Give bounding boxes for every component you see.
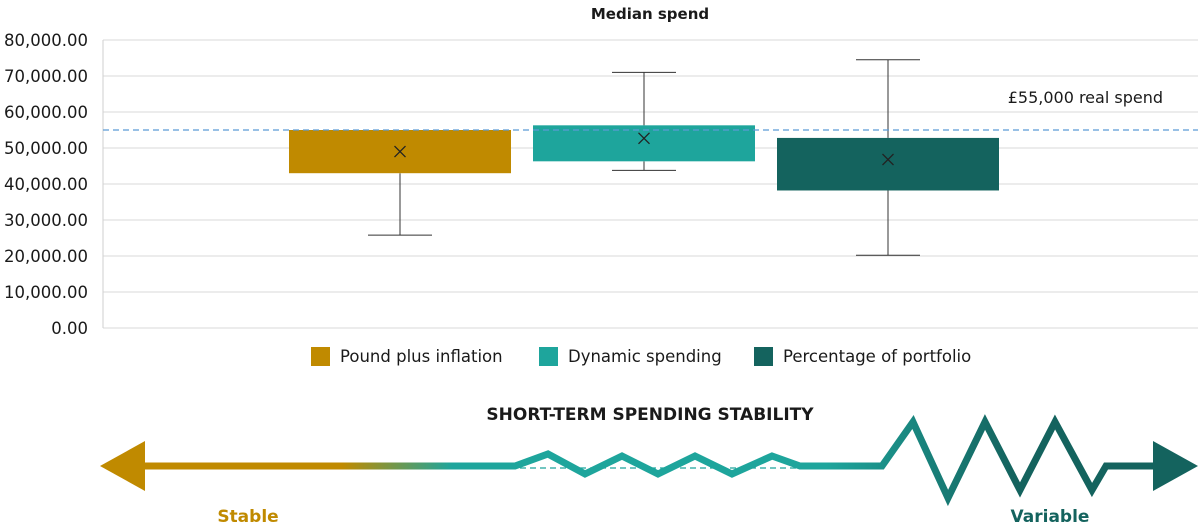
y-tick-label: 80,000.00 [4,31,88,50]
grid-lines [103,39,1198,329]
legend-swatch [311,347,330,366]
legend: Pound plus inflation Dynamic spending Perc… [311,347,971,366]
y-tick-label: 60,000.00 [4,103,88,122]
stability-zigzag-line [130,414,1158,507]
stable-arrowhead-icon [100,441,145,491]
mean-marker-icon [882,153,894,166]
box-pound-plus-inflation [289,130,511,236]
legend-swatch [539,347,558,366]
y-tick-label: 10,000.00 [4,283,88,302]
legend-swatch [754,347,773,366]
chart-title: Median spend [591,5,709,23]
legend-label: Pound plus inflation [340,347,503,366]
y-tick-label: 40,000.00 [4,175,88,194]
box-plots [289,59,999,256]
box-body [777,137,999,191]
box-dynamic-spending [533,71,755,171]
stable-label: Stable [217,507,278,527]
y-tick-label: 0.00 [51,319,88,338]
y-tick-label: 30,000.00 [4,211,88,230]
variable-label: Variable [1011,507,1090,527]
box-body [533,125,755,162]
stability-title: SHORT-TERM SPENDING STABILITY [486,405,814,425]
y-tick-label: 20,000.00 [4,247,88,266]
mean-marker-icon [638,132,650,145]
y-axis: 0.00 10,000.00 20,000.00 30,000.00 40,000.00… [4,31,104,338]
mean-marker-icon [394,145,406,158]
reference-line-label: £55,000 real spend [1008,88,1163,107]
reference-line-group: £55,000 real spend [103,88,1198,131]
y-tick-label: 70,000.00 [4,67,88,86]
legend-label: Percentage of portfolio [783,347,971,366]
legend-label: Dynamic spending [568,347,722,366]
y-tick-label: 50,000.00 [4,139,88,158]
box-percentage-of-portfolio [777,59,999,256]
variable-arrowhead-icon [1153,441,1198,491]
